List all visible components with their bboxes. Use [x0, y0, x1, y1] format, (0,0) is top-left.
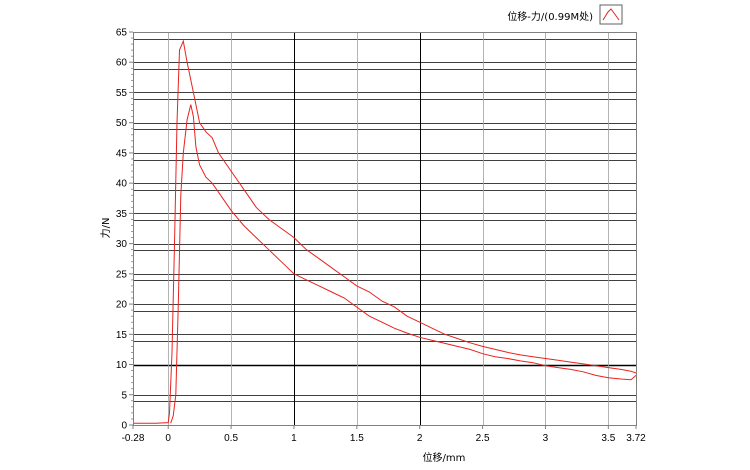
series-line — [170, 104, 637, 424]
y-tick-label: 40 — [116, 179, 128, 190]
y-tick-label: 35 — [116, 209, 128, 220]
x-axis-title: 位移/mm — [423, 451, 466, 464]
y-tick-label: 0 — [121, 421, 127, 432]
series-line — [133, 39, 637, 424]
x-tick-label: 1.5 — [350, 433, 364, 444]
x-tick-label: 3.5 — [601, 433, 615, 444]
y-tick-label: 30 — [116, 239, 128, 250]
y-tick-label: 45 — [116, 148, 128, 159]
y-axis-title: 力/N — [99, 218, 112, 239]
legend-swatch-line — [602, 8, 620, 21]
x-axis-tick-labels: -0.28 0 0.5 1 1.5 2 2.5 3 3.5 3.72 — [122, 433, 647, 444]
x-tick-label: 3 — [543, 433, 549, 444]
y-tick-label: 60 — [116, 58, 128, 69]
legend: 位移-力/(0.99M处) — [507, 4, 623, 25]
grid — [133, 32, 636, 425]
x-tick-label: -0.28 — [122, 433, 145, 444]
y-tick-label: 50 — [116, 118, 128, 129]
y-tick-label: 20 — [116, 300, 128, 311]
y-axis-tick-labels: 0 5 10 15 20 25 30 35 40 45 50 55 60 65 — [116, 28, 128, 432]
plot-area — [133, 39, 637, 424]
y-tick-label: 15 — [116, 330, 128, 341]
x-tick-label: 2 — [417, 433, 423, 444]
y-tick-label: 25 — [116, 269, 128, 280]
x-tick-label: 1 — [291, 433, 297, 444]
y-tick-label: 55 — [116, 88, 128, 99]
x-tick-label: 3.72 — [626, 433, 646, 444]
y-tick-label: 65 — [116, 28, 128, 39]
x-tick-label: 2.5 — [476, 433, 490, 444]
plot-frame — [133, 32, 637, 426]
y-tick-label: 5 — [121, 390, 127, 401]
legend-swatch-box — [599, 4, 623, 25]
x-tick-label: 0 — [165, 433, 171, 444]
x-tick-label: 0.5 — [224, 433, 238, 444]
legend-label: 位移-力/(0.99M处) — [507, 10, 593, 23]
axes — [129, 31, 637, 429]
y-tick-label: 10 — [116, 360, 128, 371]
